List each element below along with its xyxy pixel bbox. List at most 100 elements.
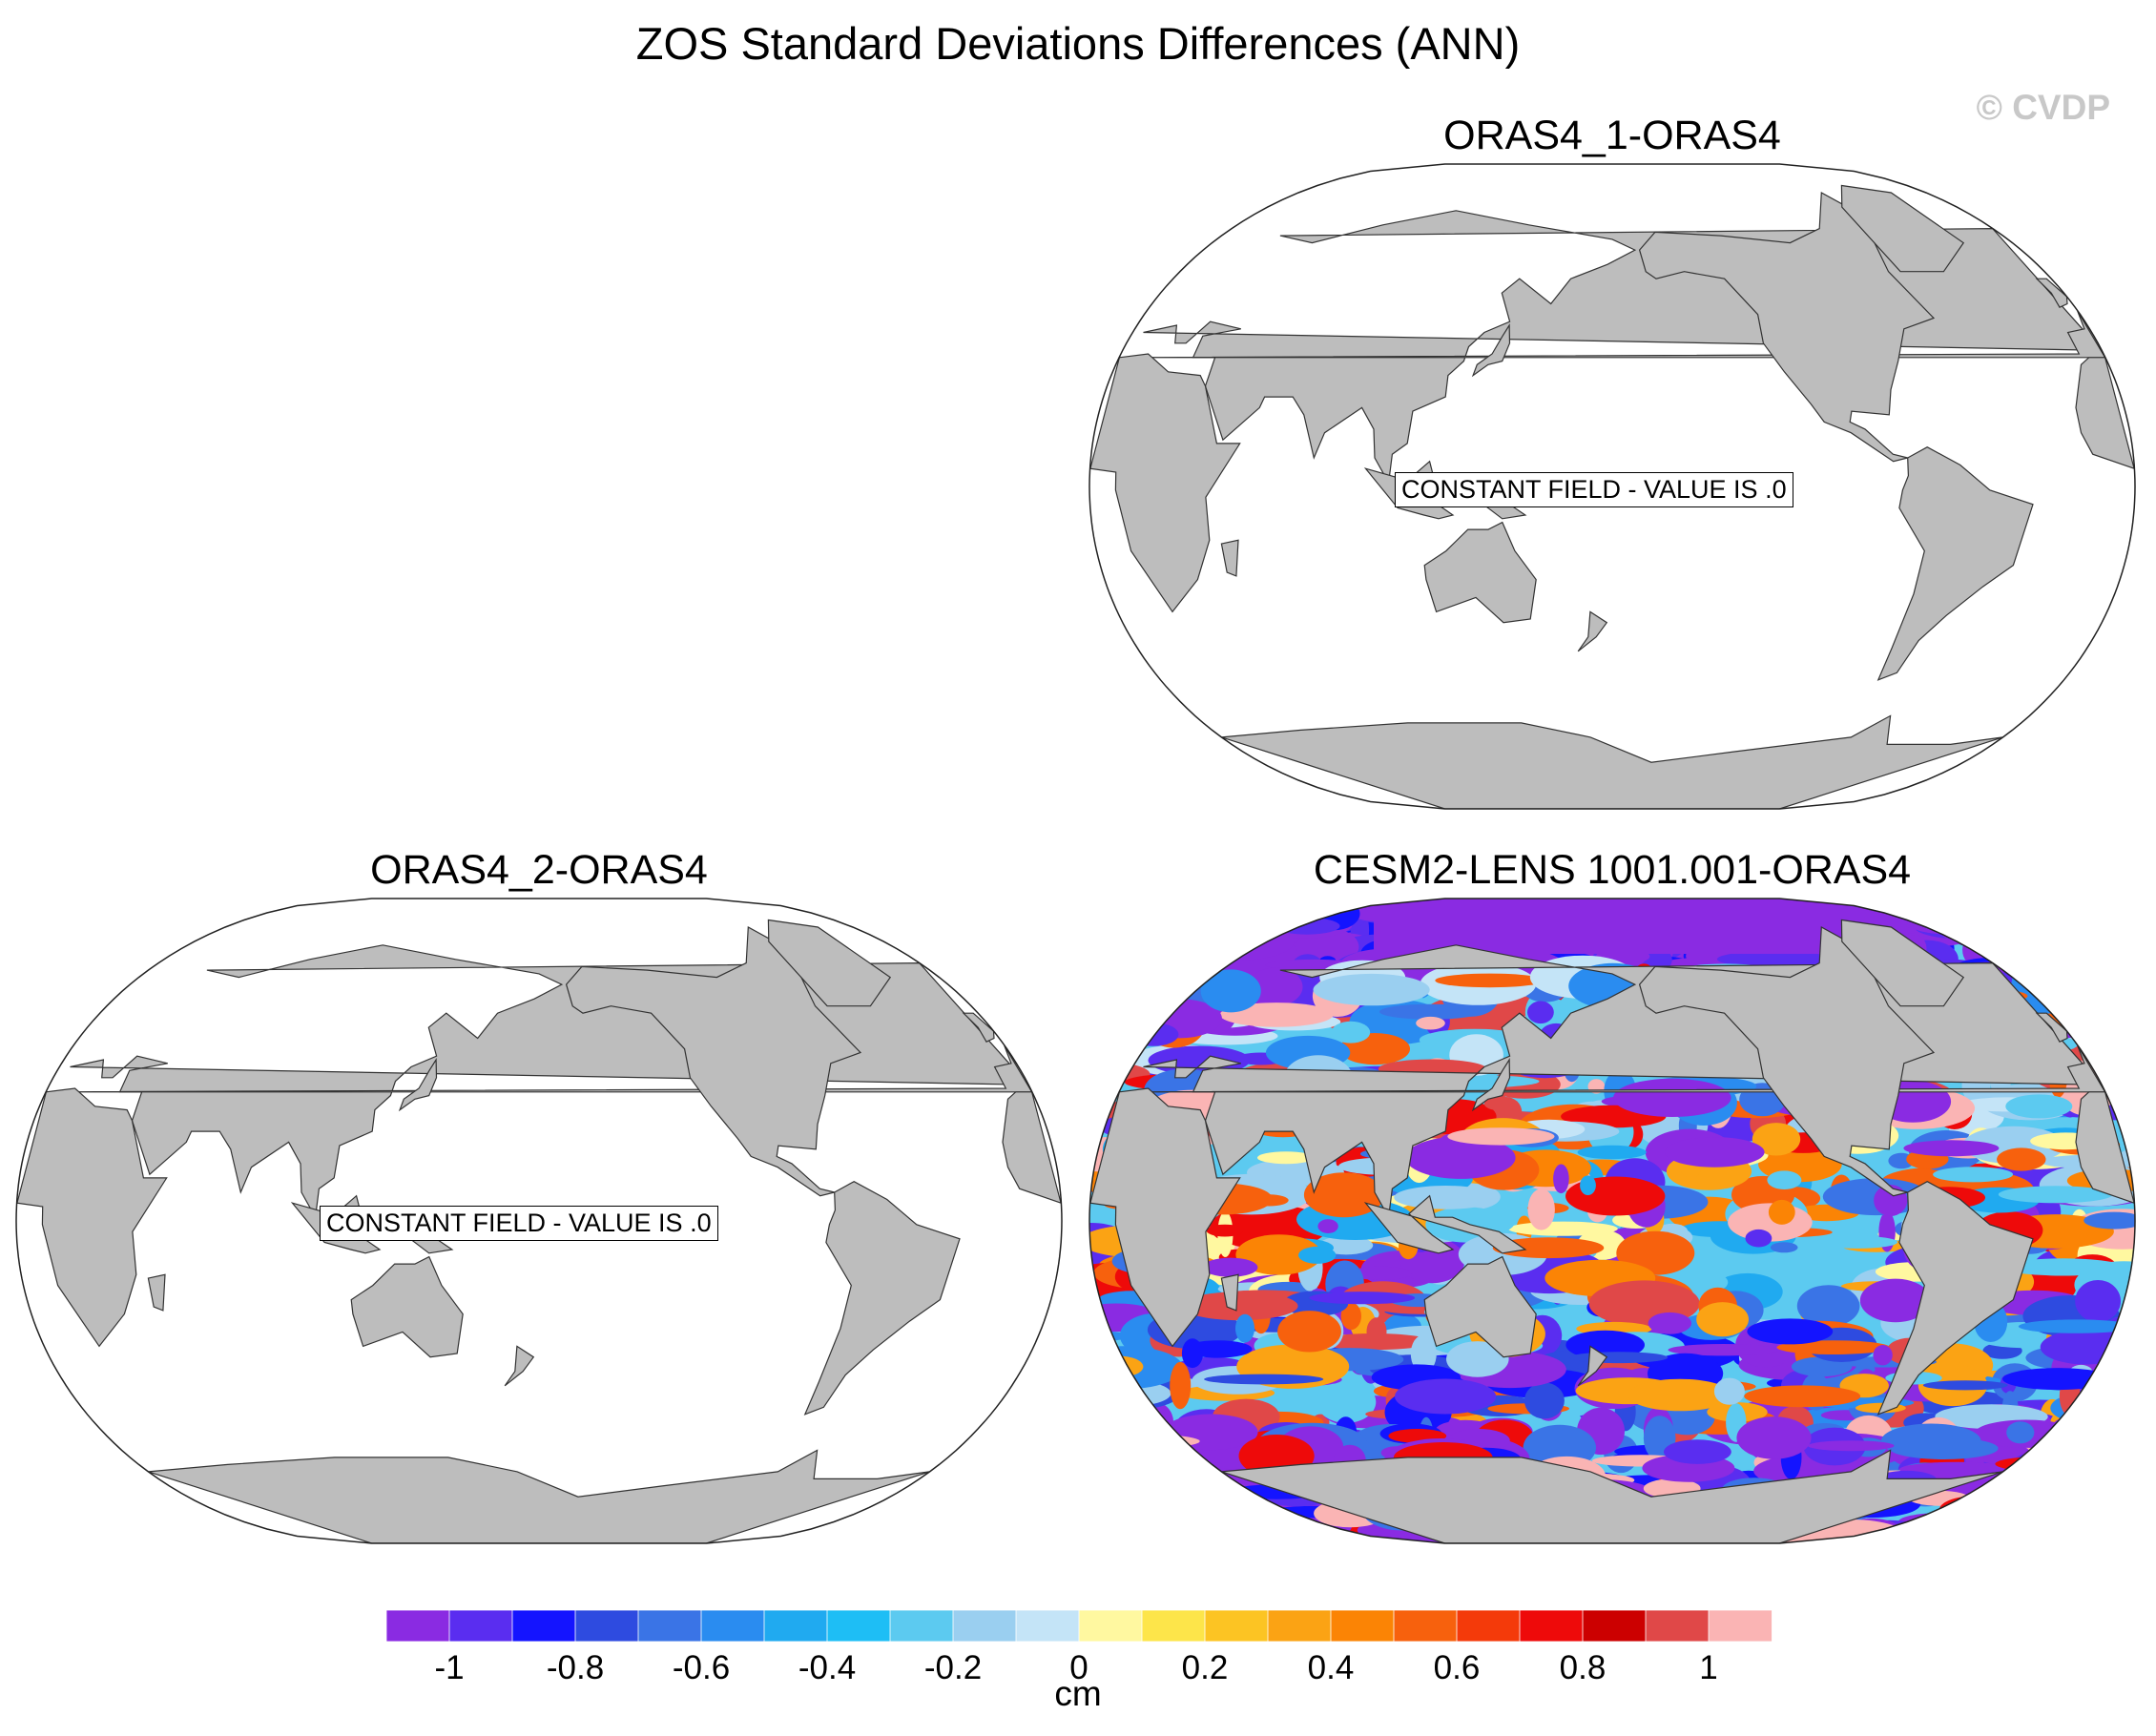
field-blob	[1768, 1199, 1795, 1225]
field-blob	[1668, 1344, 1779, 1356]
field-blob	[1247, 967, 1303, 1006]
field-blob	[1204, 1374, 1324, 1385]
colorbar-unit-label: cm	[1054, 1674, 1101, 1713]
field-blob	[2002, 1368, 2113, 1391]
field-blob	[1303, 1172, 1385, 1218]
field-blob	[1416, 1016, 1445, 1030]
land-new-zealand	[504, 1345, 535, 1387]
colorbar-tick-label: 0.8	[1560, 1649, 1607, 1686]
field-blob	[1527, 1001, 1554, 1024]
colorbar-box	[1267, 1609, 1332, 1643]
colorbar-tick-label: 0.4	[1308, 1649, 1355, 1686]
constant-field-label-oras4-1: CONSTANT FIELD - VALUE IS .0	[1395, 472, 1793, 507]
land-uk	[2035, 1012, 2068, 1043]
map-cesm2-lens	[1088, 898, 2136, 1544]
land-indonesia	[1363, 1194, 1527, 1254]
world-map-group	[15, 898, 1063, 1544]
field-blob	[1206, 1224, 1244, 1237]
colorbar-box	[574, 1609, 639, 1643]
field-blob	[2075, 1280, 2121, 1323]
field-blob	[1796, 1285, 1860, 1327]
field-blob	[1767, 1170, 1802, 1189]
field-blob	[1219, 1002, 1334, 1027]
colorbar-box	[1015, 1609, 1080, 1643]
field-blob	[1553, 1164, 1569, 1194]
colorbar-box	[1708, 1609, 1772, 1643]
land-africa-west	[2075, 357, 2135, 470]
colorbar-box	[1645, 1609, 1710, 1643]
land-africa-west	[2075, 1091, 2135, 1205]
field-blob	[1366, 1317, 1387, 1346]
land-south-america	[1876, 1181, 2034, 1416]
field-blob	[1203, 1257, 1258, 1277]
field-blob	[1997, 1147, 2046, 1171]
colorbar-box	[1582, 1609, 1647, 1643]
field-blob	[1277, 1311, 1341, 1353]
field-blob	[2018, 1319, 2135, 1333]
land-new-zealand	[1577, 1345, 1608, 1387]
land-north-america	[565, 926, 862, 1197]
field-blob	[1744, 1385, 1861, 1408]
field-blob	[2005, 1094, 2073, 1119]
field-blob	[1922, 1380, 2008, 1391]
field-blob	[1180, 1292, 1298, 1321]
field-blob	[1524, 1382, 1565, 1419]
colorbar-tick-label: -0.4	[798, 1649, 856, 1686]
land-africa	[1089, 1087, 1241, 1348]
figure-title: ZOS Standard Deviations Differences (ANN…	[635, 18, 1521, 69]
field-blob	[1903, 1140, 2000, 1157]
field-blob	[1405, 1136, 1516, 1179]
colorbar-tick-label: -0.8	[547, 1649, 604, 1686]
field-blob	[1697, 1273, 1729, 1292]
field-blob	[1446, 1341, 1509, 1377]
field-blob	[1747, 1318, 1834, 1345]
colorbar-box	[1141, 1609, 1206, 1643]
land-madagascar	[147, 1273, 166, 1312]
field-blob	[1200, 969, 1261, 1013]
field-blob	[1319, 1235, 1374, 1255]
world-map-group	[1088, 163, 2136, 810]
field-blob	[1752, 1123, 1801, 1156]
field-blob	[1340, 1302, 1361, 1331]
field-blob	[1235, 1234, 1322, 1275]
field-blob	[1696, 1302, 1749, 1337]
land-africa	[16, 1087, 168, 1348]
field-blob	[1379, 1003, 1482, 1020]
colorbar-box	[700, 1609, 765, 1643]
field-blob	[1713, 1377, 1745, 1405]
land-north-america	[1638, 192, 1936, 463]
field-blob	[1770, 1242, 1798, 1253]
field-blob	[1170, 1361, 1192, 1410]
map-oras4-1	[1088, 163, 2136, 810]
field-blob	[1313, 973, 1430, 1006]
land-uk	[2035, 278, 2068, 308]
colorbar-tick-label: 0	[1069, 1649, 1088, 1686]
field-blob	[1580, 1175, 1596, 1195]
field-blob	[1349, 1266, 1412, 1280]
colorbar-box	[1078, 1609, 1143, 1643]
field-blob	[1394, 1186, 1498, 1209]
field-blob	[1808, 1440, 1895, 1452]
field-blob	[1880, 1423, 1981, 1458]
field-blob	[1998, 1186, 2113, 1204]
field-blob	[1483, 1097, 1513, 1110]
field-blob	[1395, 1378, 1497, 1415]
field-blob	[1309, 1292, 1416, 1305]
field-blob	[1317, 1219, 1338, 1233]
field-blob	[1447, 1127, 1555, 1146]
colorbar-box	[1330, 1609, 1395, 1643]
field-blob	[1899, 1461, 2016, 1478]
field-blob	[2006, 1421, 2035, 1444]
land-antarctica	[148, 1449, 930, 1543]
land-greenland	[1840, 919, 1965, 1007]
colorbar-tick-labels: -1 -0.8 -0.6 -0.4 -0.2 0 0.2 0.4 0.6 0.8 1	[434, 1649, 1717, 1686]
land-australia	[1423, 1255, 1537, 1358]
field-blob	[1859, 1278, 1931, 1323]
field-blob	[1648, 1312, 1691, 1334]
land-north-america	[1638, 926, 1936, 1197]
colorbar-tick-label: -0.2	[924, 1649, 982, 1686]
land-new-zealand	[1577, 610, 1608, 652]
field-blob	[1873, 1345, 1893, 1366]
colorbar-tick-label: -0.6	[673, 1649, 730, 1686]
panel-title-oras4-2: ORAS4_2-ORAS4	[370, 847, 708, 893]
